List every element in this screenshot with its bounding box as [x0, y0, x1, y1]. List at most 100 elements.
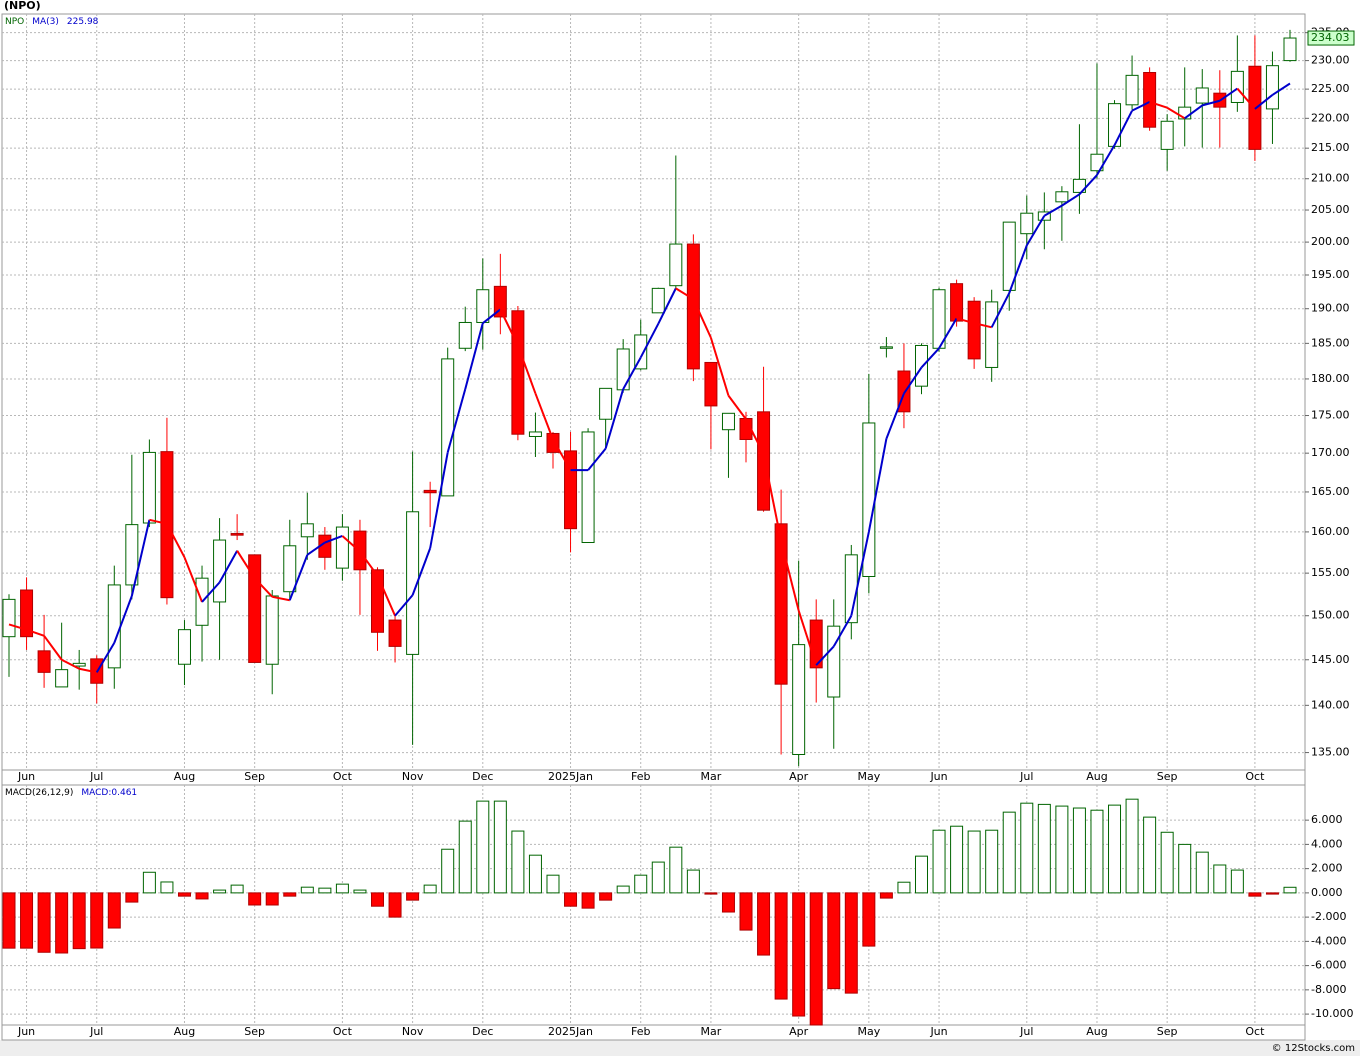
candle-body [300, 523, 314, 538]
candle-body [476, 289, 490, 323]
macd-bar [950, 825, 964, 894]
ma-segment [8, 623, 27, 631]
y-tick-label: -6.000 [1311, 959, 1346, 972]
y-tick-label: 175.00 [1311, 409, 1350, 422]
ma-segment [113, 595, 133, 644]
candle-body [107, 584, 121, 669]
macd-bar [107, 892, 121, 929]
ma-segment [411, 547, 432, 596]
candle-body [528, 431, 542, 437]
ma-segment [429, 452, 449, 549]
macd-bar [195, 892, 209, 900]
ma-segment [464, 322, 484, 390]
legend-value: 0.461 [111, 788, 137, 798]
y-tick-label: 205.00 [1311, 203, 1350, 216]
ma-segment [1254, 94, 1274, 110]
candle-body [827, 625, 841, 698]
macd-bar [827, 892, 841, 990]
macd-bar [1002, 811, 1016, 894]
x-tick-label: Apr [789, 1025, 809, 1038]
ma-segment [516, 345, 537, 394]
macd-bar [721, 892, 735, 913]
ma-segment [236, 550, 256, 579]
macd-bar [1230, 869, 1244, 894]
ma-segment [376, 575, 396, 617]
legend-title: MACD(26,12,9) [5, 788, 73, 798]
x-tick-label: Oct [333, 770, 353, 783]
x-tick-label: Feb [631, 1025, 650, 1038]
ma-segment [1078, 174, 1098, 195]
candle-body [967, 300, 981, 360]
ma-segment [938, 317, 958, 349]
x-tick-label: Aug [1086, 770, 1107, 783]
macd-bar [1248, 892, 1262, 897]
ma-segment [973, 322, 992, 329]
y-tick-label: 155.00 [1311, 566, 1350, 579]
y-tick-label: 135.00 [1311, 746, 1350, 759]
candle-body [2, 598, 16, 638]
candle-body [1090, 153, 1104, 172]
x-tick-label: Jul [89, 1025, 103, 1038]
macd-bar [283, 892, 297, 897]
ma-segment [1061, 193, 1080, 207]
macd-bar [985, 829, 999, 894]
candle-body [37, 650, 51, 673]
macd-bar [265, 892, 279, 906]
candle-body [1055, 191, 1069, 203]
ma-segment [1008, 245, 1028, 294]
candle-body [1125, 74, 1139, 106]
candle-body [985, 301, 999, 368]
macd-bar [844, 892, 858, 994]
ma-segment [1271, 82, 1291, 96]
ma-segment [832, 615, 853, 647]
ma-segment [990, 292, 1011, 328]
x-tick-label: Sep [244, 1025, 265, 1038]
candle-body [721, 412, 735, 431]
ma-segment [26, 628, 45, 637]
ma-segment [1219, 87, 1238, 102]
macd-bar [862, 892, 876, 947]
chart-title: (NPO) [4, 0, 41, 12]
last-price-box [1307, 30, 1355, 46]
legend: NPO MA(3) 225.98 [5, 17, 99, 27]
candle-body [879, 346, 893, 349]
legend: MACD(26,12,9) MACD:0.461 [5, 788, 137, 798]
macd-bar [388, 892, 402, 918]
macd-bar [37, 892, 51, 953]
ma-segment [745, 418, 765, 455]
macd-bar [2, 892, 16, 949]
candle-body [1020, 212, 1034, 235]
x-tick-label: Jun [929, 770, 947, 783]
candle-body [1195, 87, 1209, 104]
x-tick-label: Mar [701, 770, 722, 783]
macd-bar [774, 892, 788, 1000]
x-tick-label: Jun [17, 1025, 35, 1038]
candle-body [546, 432, 560, 453]
ma-segment [253, 577, 273, 598]
x-tick-label: 2025Jan [548, 770, 593, 783]
candle-body [669, 243, 683, 287]
ma-segment [622, 356, 642, 390]
ma-segment [1202, 99, 1221, 107]
last-price-label: 234.03 [1311, 31, 1350, 44]
ma-segment [762, 453, 783, 542]
ma-segment [885, 393, 905, 440]
macd-bar [528, 854, 542, 894]
y-tick-label: -4.000 [1311, 934, 1346, 947]
candle-body [335, 526, 349, 569]
ma-segment [130, 519, 151, 597]
macd-bar [1020, 802, 1034, 894]
x-tick-label: Sep [244, 770, 265, 783]
y-tick-label: 0.000 [1311, 886, 1343, 899]
ma-segment [850, 531, 870, 616]
macd-bar [967, 830, 981, 894]
x-tick-label: Oct [333, 1025, 353, 1038]
macd-bar [651, 861, 665, 894]
ma-segment [920, 347, 940, 369]
macd-bar [371, 892, 385, 907]
ma-segment [324, 535, 343, 544]
x-tick-label: Oct [1245, 770, 1265, 783]
ma-segment [709, 337, 730, 396]
ma-segment [1236, 87, 1256, 110]
macd-bar [792, 892, 806, 1017]
